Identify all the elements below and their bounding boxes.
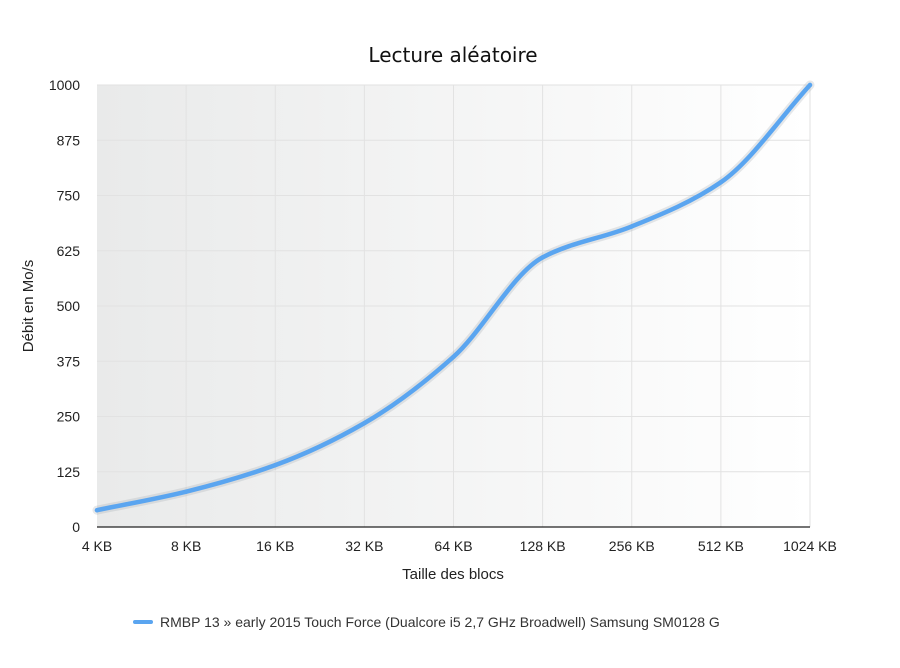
x-tick-label: 32 KB bbox=[345, 538, 383, 554]
x-tick-label: 4 KB bbox=[82, 538, 112, 554]
y-tick-label: 500 bbox=[57, 298, 81, 314]
legend[interactable]: RMBP 13 » early 2015 Touch Force (Dualco… bbox=[133, 614, 720, 630]
y-tick-label: 875 bbox=[57, 132, 81, 148]
y-tick-label: 125 bbox=[57, 464, 81, 480]
x-axis-title: Taille des blocs bbox=[402, 566, 504, 583]
x-axis-ticks: 4 KB 8 KB 16 KB 32 KB 64 KB 128 KB 256 KB 512 K… bbox=[82, 538, 837, 554]
x-tick-label: 256 KB bbox=[609, 538, 655, 554]
y-tick-label: 250 bbox=[57, 409, 81, 425]
y-tick-label: 375 bbox=[57, 353, 81, 369]
legend-label: RMBP 13 » early 2015 Touch Force (Dualco… bbox=[160, 614, 720, 630]
x-tick-label: 128 KB bbox=[520, 538, 566, 554]
data-point[interactable] bbox=[273, 462, 278, 468]
data-point[interactable] bbox=[807, 82, 813, 88]
chart-title: Lecture aléatoire bbox=[368, 43, 537, 67]
data-point[interactable] bbox=[629, 224, 634, 229]
data-point[interactable] bbox=[94, 508, 100, 513]
data-point[interactable] bbox=[362, 420, 367, 426]
data-point[interactable] bbox=[183, 489, 189, 494]
data-point[interactable] bbox=[718, 180, 724, 185]
y-tick-label: 625 bbox=[57, 243, 81, 259]
y-tick-label: 0 bbox=[72, 519, 80, 535]
series-layer bbox=[92, 80, 815, 515]
data-point[interactable] bbox=[451, 354, 456, 360]
x-tick-label: 16 KB bbox=[256, 538, 294, 554]
y-tick-label: 1000 bbox=[49, 77, 80, 93]
x-tick-label: 512 KB bbox=[698, 538, 744, 554]
y-axis-title: Débit en Mo/s bbox=[20, 260, 37, 353]
x-tick-label: 64 KB bbox=[434, 538, 472, 554]
x-tick-label: 1024 KB bbox=[783, 538, 837, 554]
y-axis-ticks: 0 125 250 375 500 625 750 875 1000 bbox=[49, 77, 80, 535]
series-line[interactable] bbox=[94, 82, 813, 513]
y-tick-label: 750 bbox=[57, 188, 81, 204]
grid bbox=[97, 84, 811, 527]
x-tick-label: 8 KB bbox=[171, 538, 201, 554]
data-point[interactable] bbox=[540, 255, 545, 260]
